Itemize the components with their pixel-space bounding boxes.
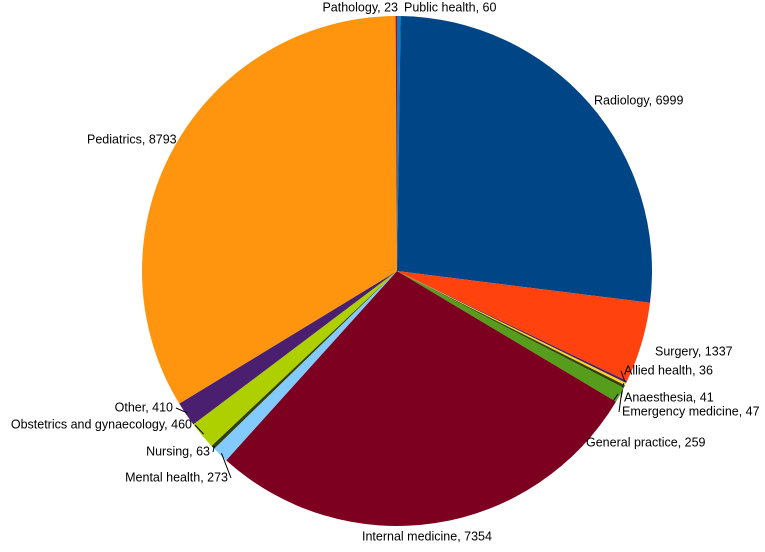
data-label: Allied health, 36 (624, 363, 713, 377)
leader-line (220, 453, 232, 479)
pie-slice (395, 16, 397, 271)
leader-line (212, 445, 215, 453)
data-label: Internal medicine, 7354 (362, 529, 492, 543)
data-label: Nursing, 63 (146, 444, 210, 458)
data-label: Emergency medicine, 47 (622, 404, 760, 418)
pie-slice (142, 16, 397, 404)
pie-slice (193, 271, 397, 446)
data-label: Other, 410 (115, 400, 173, 414)
pie-slice (397, 16, 401, 271)
pie-slice (214, 271, 397, 461)
data-label: Surgery, 1337 (655, 344, 733, 358)
pie-slice (226, 271, 616, 527)
data-label: Radiology, 6999 (594, 93, 683, 107)
pie-slice (397, 271, 627, 386)
data-label: General practice, 259 (586, 435, 706, 449)
pie-slice (179, 271, 397, 425)
pie-slice (397, 271, 624, 402)
pie-slice (397, 271, 651, 382)
data-label: Pediatrics, 8793 (87, 132, 177, 146)
pie-slice (211, 271, 397, 449)
leader-line (194, 424, 204, 435)
leader-line (175, 407, 188, 414)
data-label: Public health, 60 (404, 0, 496, 14)
data-label: Mental health, 273 (125, 470, 228, 484)
data-label: Pathology, 23 (322, 0, 398, 14)
pie-slice (397, 16, 652, 303)
leader-line (620, 370, 626, 382)
pie-slice (397, 271, 628, 384)
data-label: Obstetrics and gynaecology, 460 (11, 417, 192, 431)
pie-slice (397, 271, 625, 388)
data-label: Anaesthesia, 41 (624, 390, 714, 404)
